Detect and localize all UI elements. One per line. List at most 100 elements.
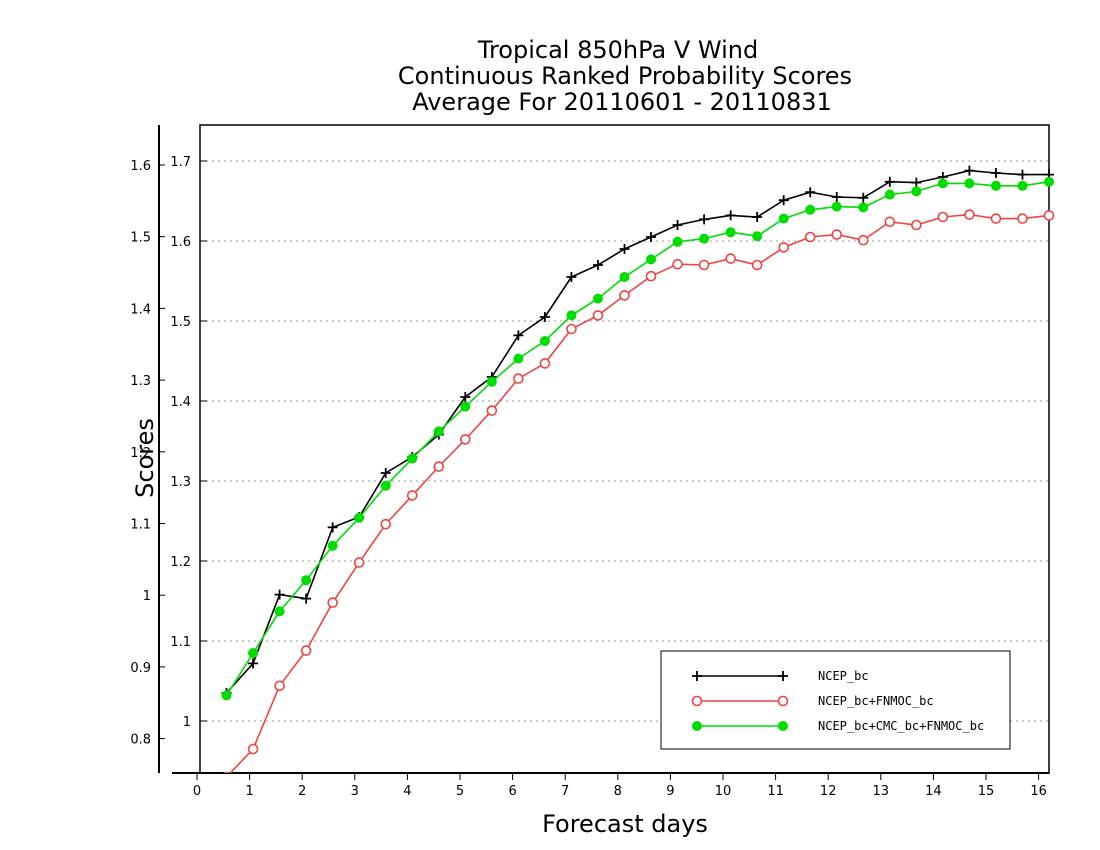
data-point [698,259,710,271]
series-line [225,169,1049,694]
outer-y-tick-label: 1.2 [130,446,151,461]
legend-marker [692,721,702,731]
series-NCEP_bc+CMC_bc+FNMOC_bc [221,176,1054,701]
data-point [1017,169,1028,180]
legend-marker [692,671,702,681]
series-line [225,181,1050,696]
data-point [486,405,498,416]
outer-y-tick-label: 1.4 [130,302,151,317]
data-point [223,771,231,773]
x-tick-label: 3 [351,784,359,799]
data-point [990,168,1001,178]
x-tick-label: 11 [767,784,784,799]
data-point [619,244,630,254]
data-point [433,426,444,437]
y-tick-label: 1.3 [170,475,191,490]
data-point [247,743,259,755]
legend-label: NCEP_bc+CMC_bc+FNMOC_bc [818,719,984,733]
data-point [274,606,285,617]
outer-y-tick-label: 1.5 [130,231,151,246]
legend-label: NCEP_bc [818,669,869,683]
chart-title: Tropical 850hPa V Wind Continuous Ranked… [398,36,852,116]
y-tick-label: 1.2 [170,555,191,570]
data-point [672,220,683,230]
x-tick-label: 0 [193,784,201,799]
chart-title-line-1: Tropical 850hPa V Wind [477,36,758,64]
data-point [619,290,630,301]
data-point [805,187,816,198]
outer-y-tick-label: 1 [143,589,151,604]
data-point [672,236,683,247]
data-point [725,227,736,238]
data-point [752,231,763,242]
data-point [752,212,763,222]
data-point [725,210,736,221]
x-axis-title: Forecast days [542,810,708,838]
data-point [486,376,497,387]
data-point [327,540,338,551]
data-point [937,178,948,189]
data-point [566,272,577,282]
data-point [831,229,843,240]
data-point [300,645,312,656]
data-point [619,272,630,282]
data-point [592,293,603,304]
legend-item: NCEP_bc+FNMOC_bc [691,694,934,708]
data-point [513,373,524,384]
data-point [353,557,365,568]
x-tick-label: 13 [873,784,890,799]
legend-items: NCEP_bc NCEP_bc+FNMOC_bc NCEP_bc+CMC_bc+FN… [691,669,984,733]
data-point [1017,180,1028,191]
x-tick-label: 16 [1030,784,1047,799]
data-point [327,597,338,608]
data-point [460,401,471,412]
data-point [646,254,657,265]
data-point [672,258,683,270]
data-point [858,202,869,213]
data-point [380,480,391,491]
data-point [539,336,550,346]
outer-y-tick-label: 0.8 [130,733,151,748]
y-tick-label: 1.1 [170,635,191,650]
series-layer [221,165,1055,773]
data-point [990,213,1002,224]
data-point [380,468,391,478]
data-point [858,192,869,203]
chart-title-line-3: Average For 20110601 - 20110831 [412,88,832,116]
x-tick-label: 8 [614,784,622,799]
data-point [566,310,577,321]
legend-marker [777,695,789,707]
outer-y-tick-label: 1.6 [130,159,151,174]
chart-title-line-2: Continuous Ranked Probability Scores [398,62,852,90]
legend-label: NCEP_bc+FNMOC_bc [818,694,934,708]
outer-y-tick-label: 1.1 [130,518,151,533]
data-point [857,234,869,246]
legend-item: NCEP_bc [692,669,869,683]
data-point [699,214,710,225]
data-point [406,490,418,501]
x-tick-label: 10 [715,784,732,799]
legend-marker [778,721,788,731]
data-point [884,176,895,187]
data-point [911,186,922,197]
data-point [645,270,657,282]
data-point [513,353,524,364]
x-tick-label: 7 [561,784,569,799]
x-tick-label: 15 [978,784,995,799]
legend: NCEP_bc NCEP_bc+FNMOC_bc NCEP_bc+CMC_bc+FN… [660,650,1011,750]
y-axis-inner-ticks: 1 1.1 1.2 1.3 1.4 1.5 1.6 1.7 [170,155,207,730]
data-point [911,219,922,231]
data-point [1044,176,1054,187]
data-point [433,461,445,472]
y-axis-outer-ticks: 0.8 0.9 1 1.1 1.2 1.3 1.4 1.5 1.6 [130,159,165,748]
data-point [539,312,550,322]
data-point [911,177,922,188]
x-tick-label: 4 [403,784,411,799]
data-point [778,195,789,206]
y-tick-label: 1 [183,715,191,730]
data-point [964,165,975,176]
data-point [804,231,816,243]
x-tick-label: 14 [925,784,942,799]
data-point [248,658,259,669]
data-point [646,232,657,242]
